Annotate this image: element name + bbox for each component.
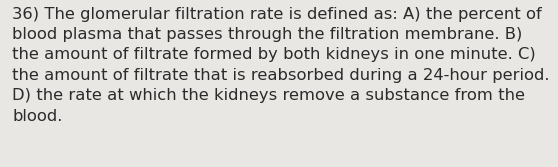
Text: 36) The glomerular filtration rate is defined as: A) the percent of
blood plasma: 36) The glomerular filtration rate is de… (12, 7, 550, 124)
